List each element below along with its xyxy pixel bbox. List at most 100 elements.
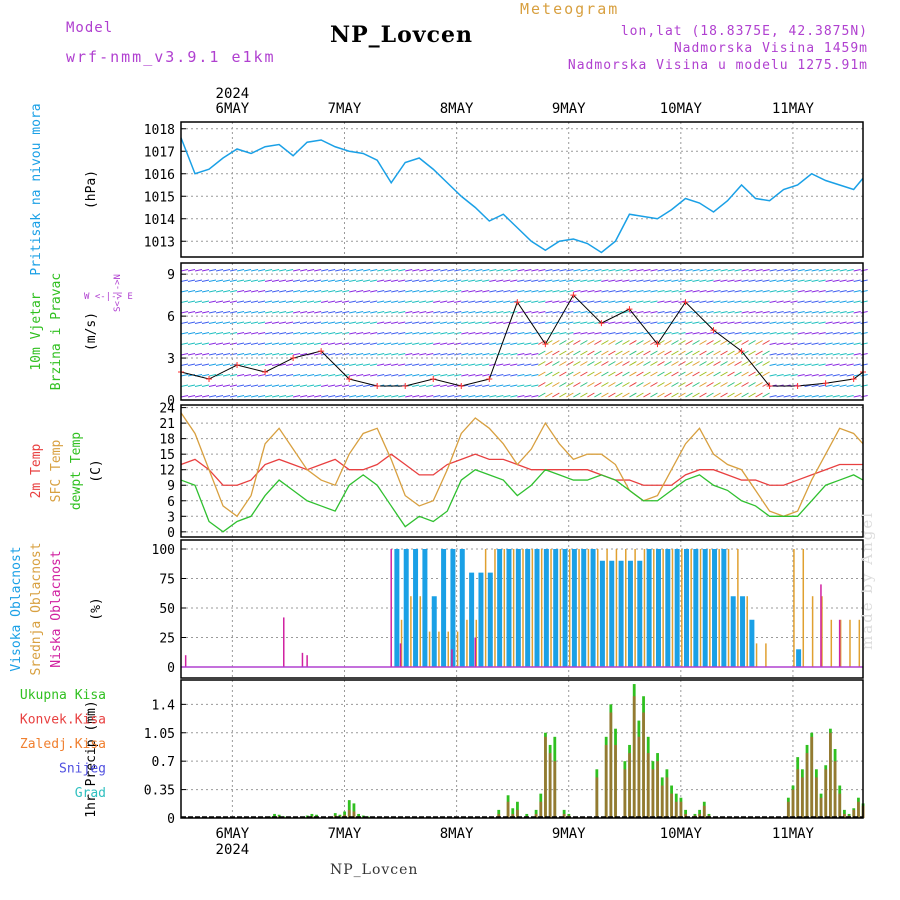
wind-barb <box>278 290 287 293</box>
wind-barb <box>236 321 245 324</box>
station-title: NP_Lovcen <box>330 22 473 48</box>
wind-barb <box>769 321 777 324</box>
wind-barb <box>650 361 658 366</box>
wind-barb <box>811 311 819 314</box>
wind-barb <box>734 361 742 366</box>
wind-barb <box>510 395 518 398</box>
wind-barb <box>271 374 280 377</box>
wind-barb <box>215 395 224 398</box>
wind-barb <box>180 374 189 377</box>
wind-barb <box>706 361 714 366</box>
wind-barb <box>285 311 294 314</box>
wind-barb <box>342 269 350 272</box>
top-day-label: 8MAY <box>440 101 474 117</box>
wind-barb <box>510 363 518 366</box>
wind-barb <box>664 371 672 377</box>
wind-barb <box>832 279 840 282</box>
wind-barb <box>468 332 476 335</box>
wind-barb <box>236 279 245 282</box>
wind-barb <box>293 384 301 387</box>
wind-barb <box>797 342 805 345</box>
wind-barb <box>398 374 406 377</box>
wind-barb <box>243 395 252 398</box>
wind-barb <box>321 395 329 398</box>
wind-gust-mark <box>458 383 465 390</box>
wind-barb <box>776 363 784 366</box>
wind-barb <box>405 342 413 345</box>
wind-barb <box>222 384 231 387</box>
wind-barb <box>720 321 728 324</box>
wind-barb <box>194 353 203 356</box>
wind-barb <box>433 269 441 272</box>
wind-barb <box>468 363 476 366</box>
wind-barb <box>412 321 420 324</box>
wind-barb <box>552 300 560 303</box>
wind-barb <box>860 290 868 293</box>
wind-barb <box>559 361 567 366</box>
wind-barb <box>790 321 798 324</box>
wind-barb <box>384 300 392 303</box>
wind-barb <box>307 342 315 345</box>
wind-barb <box>741 321 749 324</box>
wind-barb <box>510 342 518 345</box>
wind-barb <box>783 290 791 293</box>
wind-barb <box>201 363 210 366</box>
wind-barb <box>790 311 798 314</box>
wind-barb <box>517 279 525 282</box>
wind-barb <box>762 361 770 366</box>
wind-panel-frame <box>180 262 864 401</box>
wind-barb <box>748 340 756 345</box>
wind-barb <box>643 279 651 282</box>
wind-barb <box>454 374 462 377</box>
precip-convective-bar <box>660 785 664 818</box>
wind-barb <box>419 290 427 293</box>
wind-barb <box>377 395 385 398</box>
wind-barb <box>811 395 819 398</box>
precip-convective-bar <box>516 809 519 818</box>
wind-barb <box>285 279 294 282</box>
cloud-unit: (%) <box>89 597 104 620</box>
wind-barb <box>636 269 644 272</box>
wind-barb <box>846 332 854 335</box>
wind-barb <box>370 311 378 314</box>
wind-barb <box>846 279 854 282</box>
wind-barb <box>776 342 784 345</box>
wind-barb <box>482 321 490 324</box>
wind-barb <box>405 279 413 282</box>
wind-barb <box>187 363 196 366</box>
precip-convective-bar <box>852 809 856 818</box>
wind-gust-mark <box>290 355 297 362</box>
wind-barb <box>692 361 700 366</box>
wind-barb <box>293 395 301 398</box>
wind-barb <box>440 384 448 387</box>
wind-barb <box>398 321 406 324</box>
wind-barb <box>790 342 798 345</box>
wind-barb <box>769 269 777 272</box>
bottom-day-label: 8MAY <box>440 826 474 842</box>
wind-barb <box>440 290 448 293</box>
wind-barb <box>377 353 385 356</box>
wind-barb <box>692 392 700 398</box>
wind-barb <box>657 371 665 377</box>
wind-barb <box>489 290 497 293</box>
wind-barb <box>573 361 581 366</box>
wind-barb <box>285 374 294 377</box>
wind-barb <box>643 332 651 335</box>
wind-barb <box>236 384 245 387</box>
wind-barb <box>426 342 434 345</box>
wind-barb <box>278 342 287 345</box>
wind-barb <box>545 382 553 387</box>
wind-barb <box>342 363 350 366</box>
cloud-axis-tick-label: 75 <box>159 573 175 588</box>
wind-barb <box>720 290 728 293</box>
wind-barb <box>643 340 651 345</box>
wind-barb <box>587 361 595 366</box>
wind-barb <box>426 311 434 314</box>
wind-barb <box>664 311 672 314</box>
wind-barb <box>566 371 574 377</box>
wind-barb <box>412 269 420 272</box>
wind-barb <box>671 332 679 335</box>
wind-barb <box>461 332 469 335</box>
wind-barb <box>314 342 322 345</box>
wind-barb <box>278 384 287 387</box>
